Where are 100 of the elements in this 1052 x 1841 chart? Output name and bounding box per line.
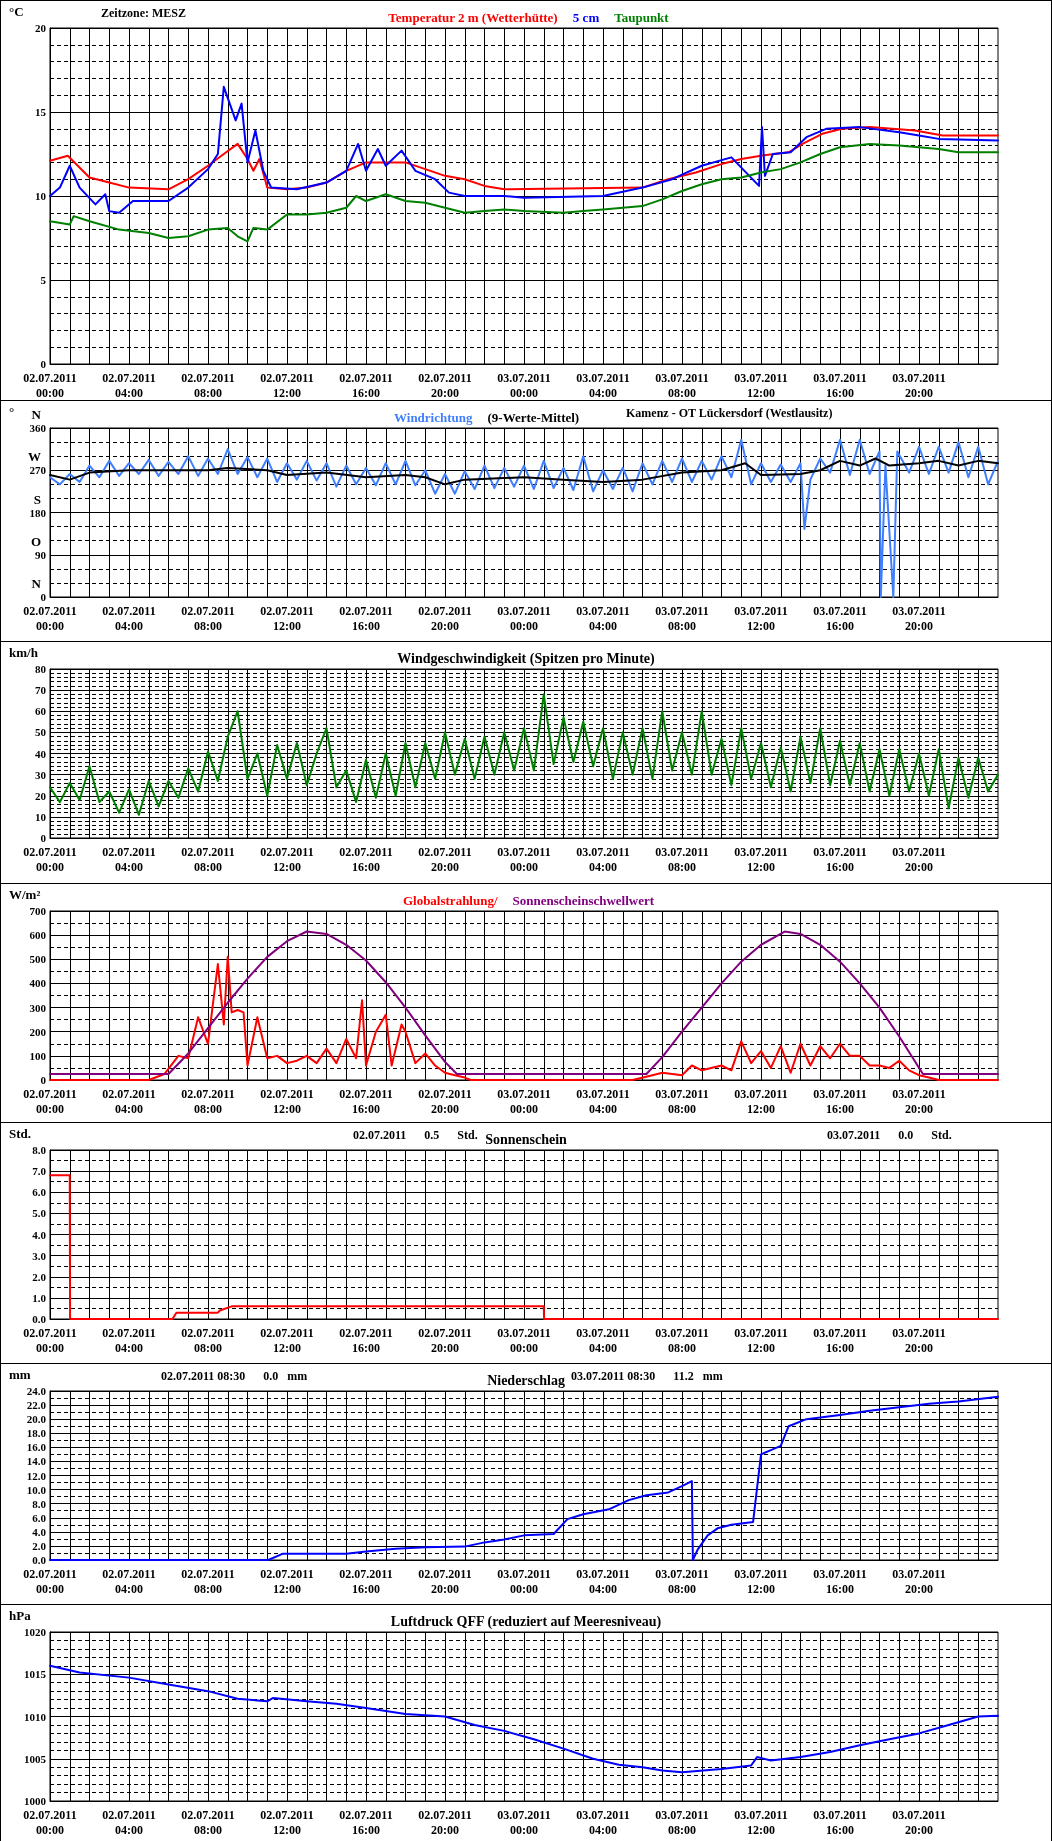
x-tick-label: 02.07.2011 00:00 [23, 370, 77, 400]
y-tick-label: 5 [40, 274, 47, 286]
text: 5 cm [572, 10, 600, 25]
y-tick-label: 1.0 [32, 1291, 47, 1304]
x-tick-label: 03.07.2011 08:00 [655, 603, 709, 633]
line-series [49, 693, 999, 816]
x-tick-label: 02.07.2011 12:00 [260, 844, 314, 874]
chart-title: Windgeschwindigkeit (Spitzen pro Minute) [397, 650, 655, 667]
text: S [33, 491, 41, 507]
y-tick-label: 4.0 [32, 1525, 47, 1538]
y-tick-label: 10 [35, 190, 47, 202]
y-tick-label: 24.0 [26, 1385, 47, 1397]
x-tick-label: 03.07.2011 04:00 [576, 1566, 630, 1596]
y-tick-label: 80 [35, 663, 47, 675]
x-tick-label: 03.07.2011 00:00 [497, 370, 551, 400]
x-tick-label: 02.07.2011 12:00 [260, 1325, 314, 1355]
x-tick-label: 02.07.2011 20:00 [418, 370, 472, 400]
x-tick-label: 02.07.2011 16:00 [339, 370, 393, 400]
y-tick-label: 1000 [24, 1795, 47, 1807]
y-tick-label: 700 [29, 905, 47, 917]
y-tick-label: 1005 [24, 1752, 47, 1765]
y-tick-label: 70 [35, 684, 47, 697]
text: N [31, 407, 42, 422]
x-tick-label: 03.07.2011 20:00 [892, 1566, 946, 1596]
y-tick-label: 400 [29, 977, 47, 990]
y-tick-label: 360 [29, 422, 47, 434]
line-series [49, 1664, 999, 1774]
y-tick-label: 8.0 [32, 1497, 47, 1510]
y-tick-label: 600 [29, 929, 47, 942]
x-tick-label: 03.07.2011 08:00 [655, 370, 709, 400]
y-axis-title: mm [9, 1367, 31, 1382]
y-axis-title: W/m² [9, 887, 41, 902]
text: Windrichtung [394, 410, 474, 425]
x-tick-label: 03.07.2011 00:00 [497, 844, 551, 874]
x-tick-label: 03.07.2011 08:00 [655, 1325, 709, 1355]
y-tick-label: 10 [35, 810, 47, 823]
x-tick-label: 02.07.2011 08:00 [181, 1086, 235, 1116]
y-tick-label: 12.0 [26, 1469, 47, 1482]
y-tick-label: 50 [35, 726, 47, 739]
y-tick-label: 300 [29, 1001, 47, 1014]
chart-title: Luftdruck QFF (reduziert auf Meeresniveau) [390, 1613, 662, 1630]
x-tick-label: 02.07.2011 04:00 [102, 1566, 156, 1596]
x-tick-label: 03.07.2011 08:00 [655, 1086, 709, 1116]
x-tick-label: 03.07.2011 16:00 [813, 844, 867, 874]
x-tick-label: 03.07.2011 04:00 [576, 603, 630, 633]
x-tick-label: 02.07.2011 04:00 [102, 844, 156, 874]
y-axis-title: hPa [9, 1608, 32, 1623]
x-tick-label: 02.07.2011 20:00 [418, 1566, 472, 1596]
x-tick-label: 03.07.2011 00:00 [497, 1566, 551, 1596]
x-tick-label: 02.07.2011 16:00 [339, 1807, 393, 1837]
x-tick-label: 02.07.2011 08:00 [181, 1566, 235, 1596]
x-tick-label: 02.07.2011 16:00 [339, 844, 393, 874]
y-tick-label: 0.0 [32, 1313, 47, 1325]
y-tick-label: 10.0 [26, 1483, 47, 1496]
x-tick-label: 03.07.2011 08:00 [655, 1566, 709, 1596]
x-tick-label: 02.07.2011 00:00 [23, 844, 77, 874]
x-tick-label: 02.07.2011 08:00 [181, 1325, 235, 1355]
x-tick-label: 03.07.2011 04:00 [576, 1807, 630, 1837]
text: Taupunkt [614, 10, 670, 25]
y-tick-label: 100 [29, 1049, 47, 1062]
x-tick-label: 02.07.2011 16:00 [339, 1566, 393, 1596]
x-tick-label: 02.07.2011 20:00 [418, 1325, 472, 1355]
text: Sonnenscheinschwellwert [512, 893, 655, 908]
text: W [28, 449, 41, 465]
x-tick-label: 02.07.2011 20:00 [418, 844, 472, 874]
x-tick-label: 03.07.2011 00:00 [497, 603, 551, 633]
x-tick-label: 03.07.2011 12:00 [734, 844, 788, 874]
x-tick-label: 03.07.2011 12:00 [734, 1325, 788, 1355]
y-tick-label: 1020 [24, 1626, 47, 1638]
y-tick-label: 18.0 [26, 1427, 47, 1440]
y-tick-label: 270 [29, 464, 47, 477]
x-tick-label: 02.07.2011 20:00 [418, 1807, 472, 1837]
x-tick-label: 02.07.2011 12:00 [260, 370, 314, 400]
line-series [49, 930, 999, 1075]
x-tick-label: 03.07.2011 16:00 [813, 1325, 867, 1355]
x-tick-label: 02.07.2011 00:00 [23, 1566, 77, 1596]
y-tick-label: 15 [35, 106, 47, 118]
text: (9-Werte-Mittel) [487, 410, 580, 425]
y-tick-label: 0 [40, 591, 47, 603]
x-tick-label: 03.07.2011 12:00 [734, 1086, 788, 1116]
y-tick-label: 14.0 [26, 1455, 47, 1468]
x-tick-label: 02.07.2011 16:00 [339, 603, 393, 633]
x-tick-label: 03.07.2011 12:00 [734, 1566, 788, 1596]
y-tick-label: 180 [29, 506, 47, 519]
x-tick-label: 02.07.2011 04:00 [102, 1325, 156, 1355]
x-tick-label: 03.07.2011 20:00 [892, 1807, 946, 1837]
x-tick-label: 03.07.2011 04:00 [576, 1325, 630, 1355]
x-tick-label: 02.07.2011 08:00 [181, 1807, 235, 1837]
x-tick-label: 03.07.2011 16:00 [813, 1086, 867, 1116]
x-tick-label: 03.07.2011 12:00 [734, 1807, 788, 1837]
x-tick-label: 03.07.2011 20:00 [892, 1325, 946, 1355]
y-tick-label: 60 [35, 705, 47, 718]
x-tick-label: 02.07.2011 08:00 [181, 603, 235, 633]
x-tick-label: 03.07.2011 16:00 [813, 603, 867, 633]
chart-title: Niederschlag [487, 1372, 565, 1388]
y-axis-title: km/h [9, 645, 39, 660]
line-series [49, 142, 999, 243]
x-tick-label: 02.07.2011 16:00 [339, 1086, 393, 1116]
y-tick-label: 0 [40, 1074, 47, 1086]
line-series [49, 438, 999, 598]
